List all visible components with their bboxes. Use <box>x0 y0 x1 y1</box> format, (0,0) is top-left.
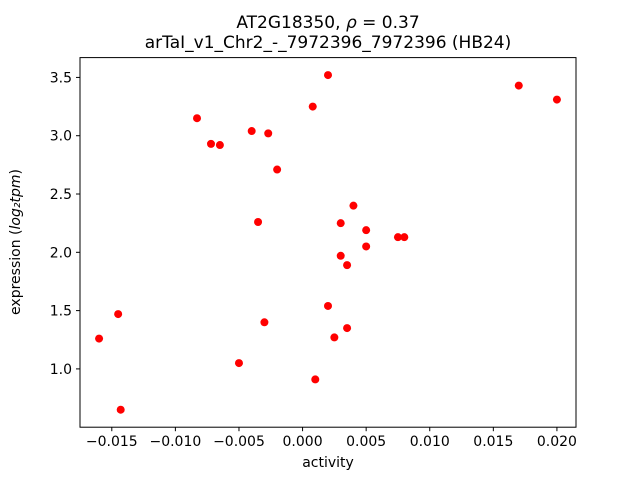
data-point <box>336 251 345 260</box>
chart-subtitle: arTaI_v1_Chr2_-_7972396_7972396 (HB24) <box>145 33 512 53</box>
x-tick-label: 0.010 <box>410 434 450 450</box>
data-point <box>264 129 273 138</box>
y-tick-label: 3.0 <box>50 129 72 145</box>
data-point <box>343 261 352 270</box>
x-tick-label: −0.015 <box>86 434 138 450</box>
data-point <box>362 242 371 251</box>
y-tick-label: 2.5 <box>50 187 72 203</box>
plot-frame <box>79 57 577 428</box>
x-tick-label: 0.020 <box>537 434 577 450</box>
chart-title: AT2G18350, ρ = 0.37 <box>236 13 419 33</box>
data-point <box>206 139 215 148</box>
data-point <box>260 318 269 327</box>
data-point <box>393 233 402 242</box>
x-axis-label: activity <box>302 455 354 471</box>
data-point <box>552 95 561 104</box>
y-tick-label: 3.5 <box>50 70 72 86</box>
data-point <box>254 217 263 226</box>
data-point <box>193 114 202 123</box>
chart-title-prefix: AT2G18350, <box>236 13 346 33</box>
data-point <box>116 405 125 414</box>
x-tick-label: 0.015 <box>473 434 513 450</box>
data-point <box>343 324 352 333</box>
data-point <box>273 165 282 174</box>
data-point <box>308 102 317 111</box>
data-point <box>330 333 339 342</box>
x-tick-label: 0.005 <box>346 434 386 450</box>
plot-area: −0.015 −0.010 −0.005 0.000 0.005 0.010 0.015 0.… <box>50 57 577 450</box>
data-point <box>514 81 523 90</box>
data-point <box>114 310 123 319</box>
data-point <box>234 359 243 368</box>
data-point <box>362 226 371 235</box>
y-tick-label: 1.0 <box>50 362 72 378</box>
data-point <box>95 334 104 343</box>
y-tick-label: 2.0 <box>50 245 72 261</box>
y-axis-label: expression (log₂tpm) <box>8 169 24 315</box>
data-point <box>400 233 409 242</box>
data-point <box>349 201 358 210</box>
x-tick-label: −0.010 <box>149 434 201 450</box>
data-point <box>247 127 256 136</box>
data-point <box>324 301 332 310</box>
y-axis-label-suffix: ) <box>8 169 24 174</box>
data-point <box>215 141 224 150</box>
data-point <box>336 219 345 228</box>
y-axis-label-prefix: expression ( <box>8 230 24 315</box>
data-point <box>324 71 332 80</box>
chart-title-suffix: = 0.37 <box>357 13 420 33</box>
data-point <box>311 375 320 384</box>
x-tick-label: −0.005 <box>213 434 265 450</box>
rho-symbol: ρ <box>346 13 357 33</box>
y-axis-label-math: log₂tpm <box>8 175 24 230</box>
x-tick-label: 0.000 <box>283 434 323 450</box>
y-tick-label: 1.5 <box>50 304 72 320</box>
